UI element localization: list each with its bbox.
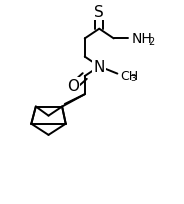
Text: O: O — [67, 79, 79, 94]
Text: CH: CH — [121, 70, 139, 83]
Text: NH: NH — [132, 32, 153, 46]
Text: 2: 2 — [148, 37, 154, 47]
Text: N: N — [93, 60, 105, 74]
Text: 3: 3 — [130, 74, 136, 83]
Text: S: S — [94, 5, 104, 20]
